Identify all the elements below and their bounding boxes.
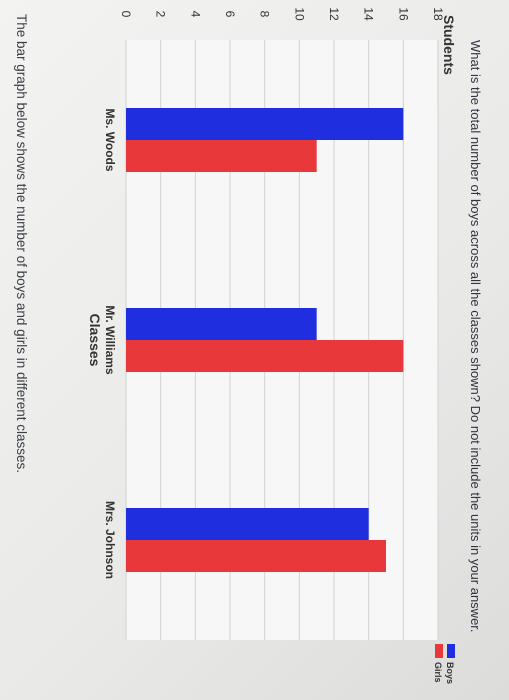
bar-girls bbox=[126, 140, 317, 172]
legend-swatch-boys bbox=[447, 644, 455, 658]
y-tick-label: 18 bbox=[431, 7, 445, 21]
bar-girls bbox=[126, 540, 386, 572]
x-axis-title: Classes bbox=[87, 314, 103, 367]
legend-label: Boys bbox=[445, 662, 455, 684]
y-tick-label: 6 bbox=[223, 11, 237, 18]
bar-girls bbox=[125, 340, 404, 372]
y-tick-label: 0 bbox=[119, 11, 133, 18]
y-tick-label: 8 bbox=[258, 11, 272, 18]
bar-boys bbox=[126, 508, 369, 540]
x-category-label: Mrs. Johnson bbox=[103, 501, 117, 579]
y-tick-label: 16 bbox=[396, 7, 410, 21]
y-tick-label: 2 bbox=[154, 11, 168, 18]
bar-boys bbox=[126, 308, 317, 340]
y-axis-title: Students bbox=[441, 15, 457, 75]
y-tick-label: 12 bbox=[327, 7, 341, 21]
legend-label: Girls bbox=[433, 662, 443, 683]
x-category-label: Ms. Woods bbox=[103, 108, 117, 171]
y-tick-label: 14 bbox=[362, 7, 376, 21]
x-category-label: Mr. Williams bbox=[103, 305, 117, 375]
y-tick-label: 10 bbox=[292, 7, 306, 21]
bar-boys bbox=[125, 108, 404, 140]
y-tick-label: 4 bbox=[188, 11, 202, 18]
question-text: What is the total number of boys across … bbox=[468, 40, 483, 633]
legend-swatch-girls bbox=[435, 644, 443, 658]
